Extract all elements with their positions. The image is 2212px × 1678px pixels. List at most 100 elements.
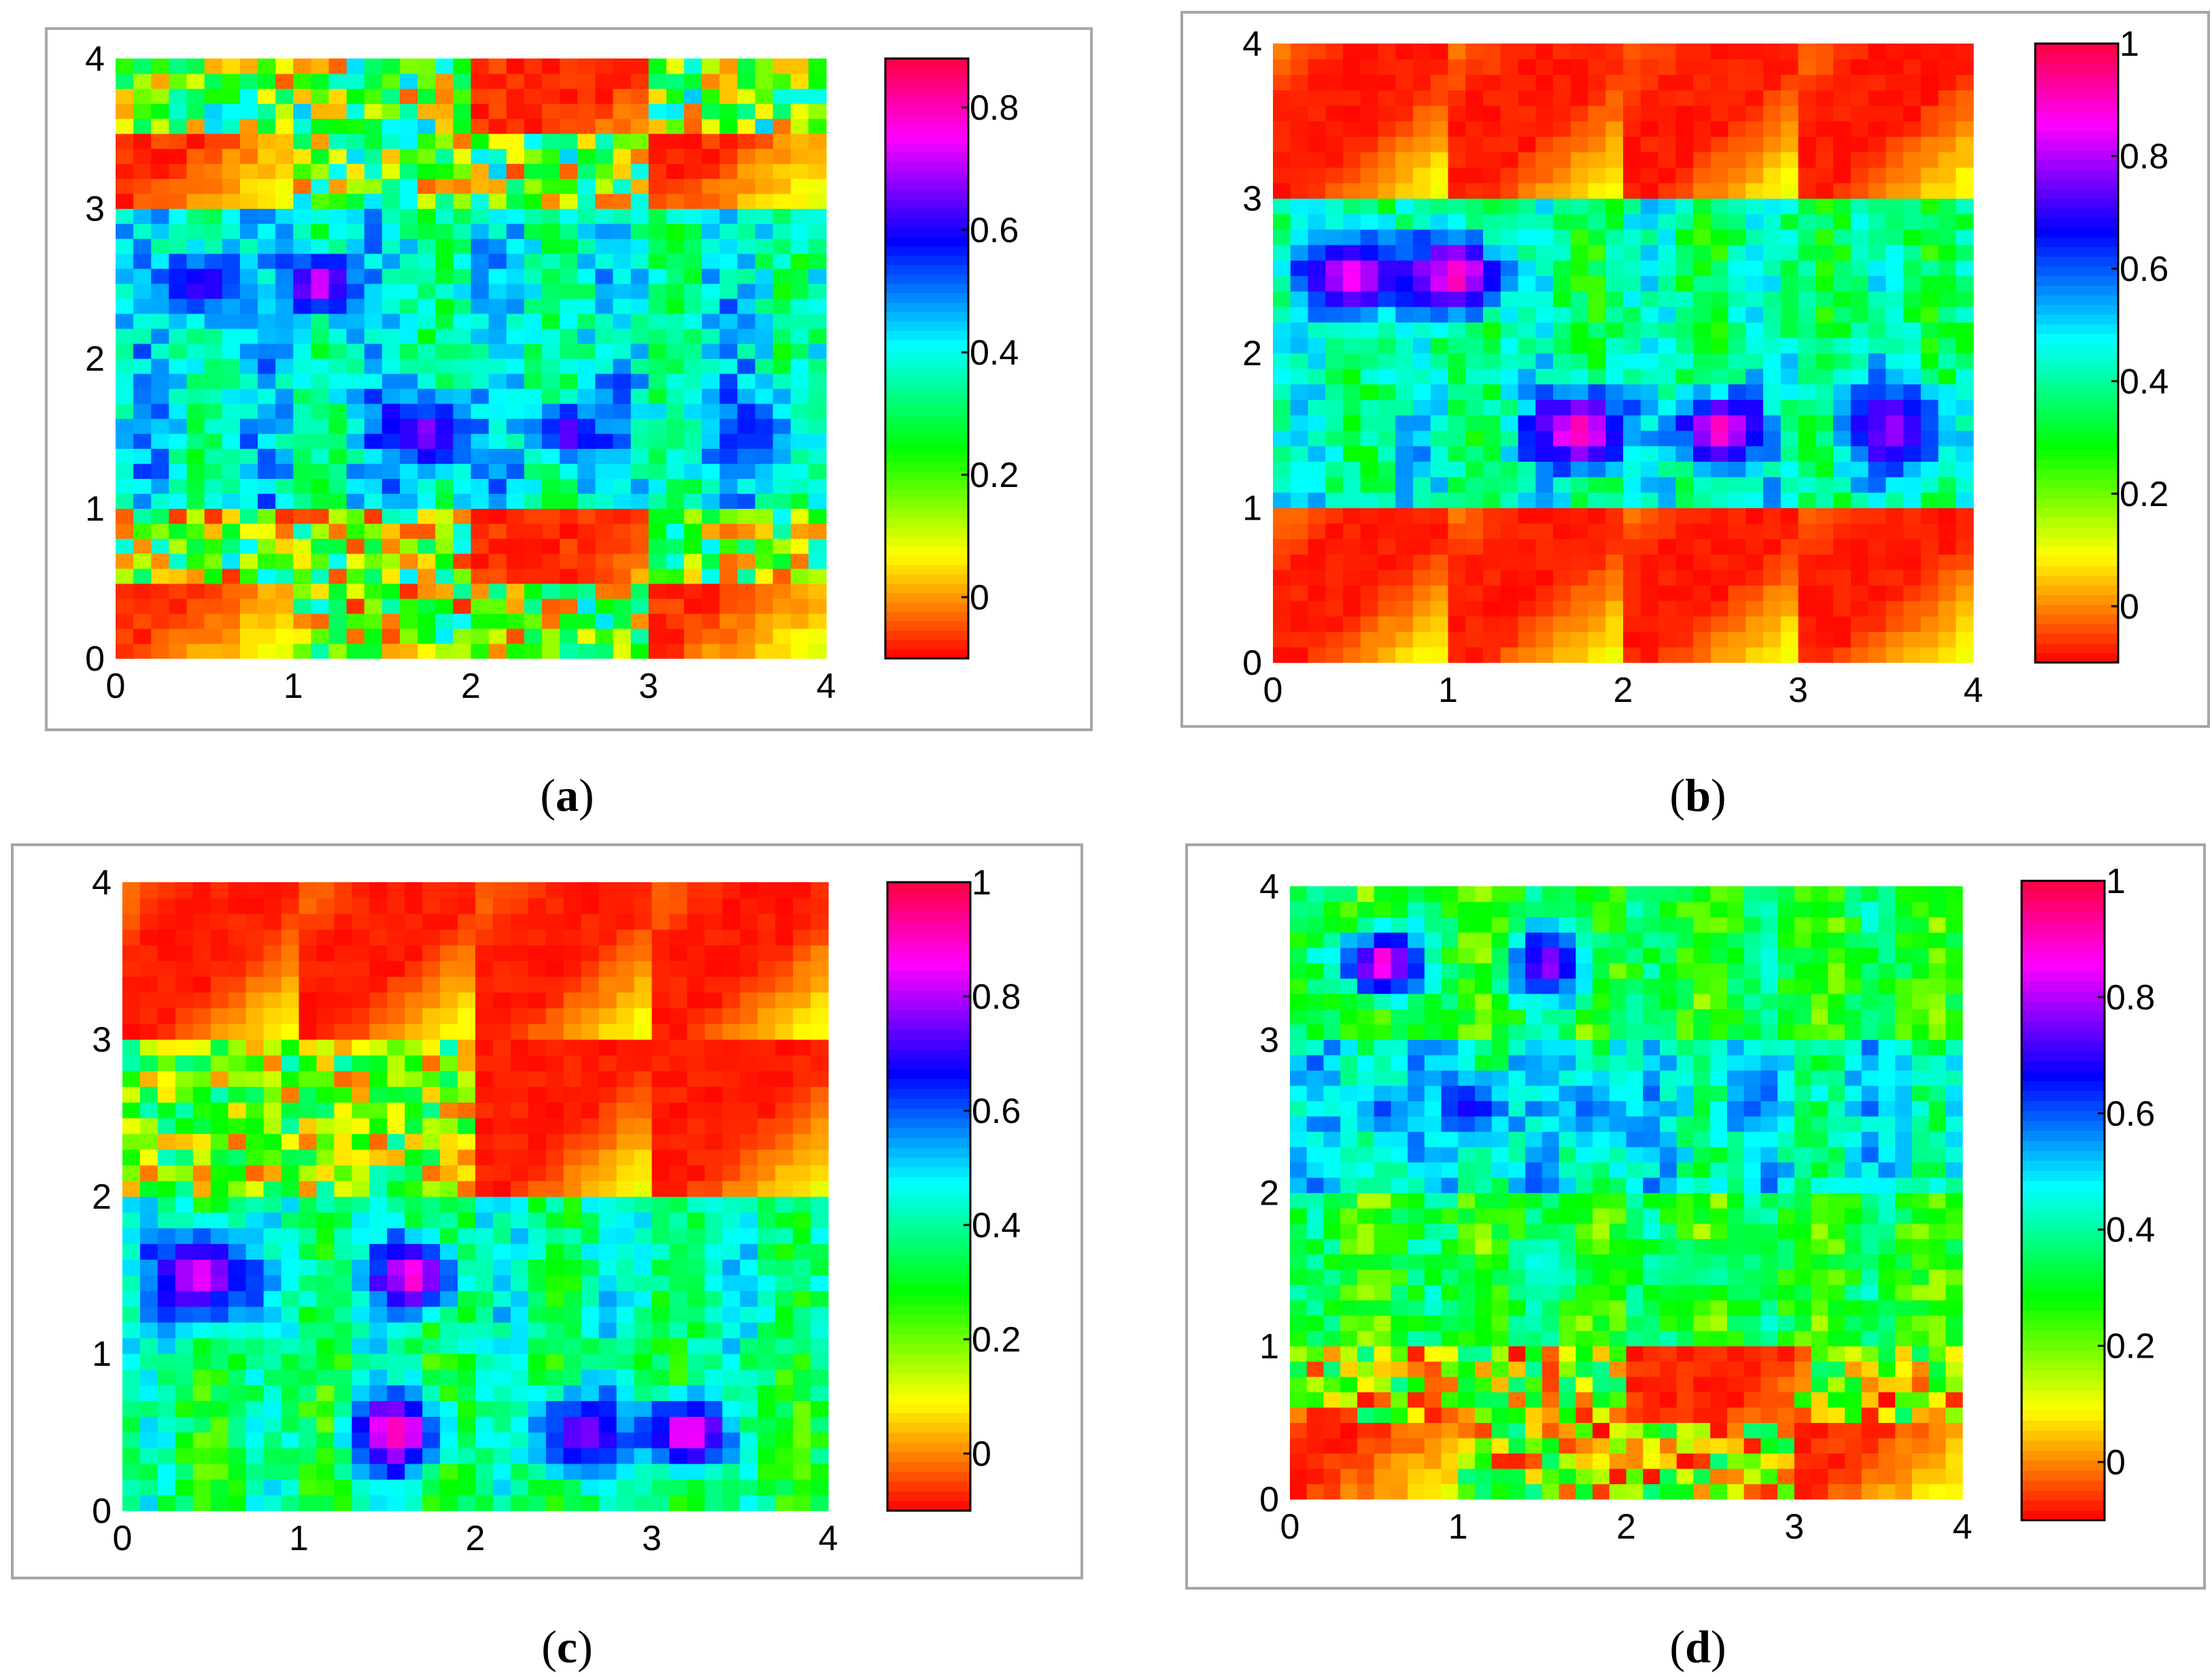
heatmap-cell bbox=[275, 373, 294, 389]
heatmap-cell bbox=[808, 628, 827, 644]
heatmap-cell bbox=[133, 448, 152, 464]
heatmap-cell bbox=[755, 508, 774, 524]
heatmap-cell bbox=[560, 403, 578, 419]
heatmap-cell bbox=[435, 508, 454, 524]
heatmap-cell bbox=[772, 403, 792, 419]
heatmap-cell bbox=[666, 523, 685, 539]
heatmap-cell bbox=[435, 523, 454, 539]
heatmap-cell bbox=[239, 553, 258, 569]
heatmap-cell bbox=[772, 463, 792, 479]
heatmap-cell bbox=[222, 523, 241, 539]
heatmap-cell bbox=[471, 538, 490, 554]
heatmap-cell bbox=[488, 568, 507, 584]
heatmap-cell bbox=[595, 418, 614, 434]
heatmap-cell bbox=[737, 463, 756, 479]
heatmap-cell bbox=[488, 598, 507, 614]
heatmap-cell bbox=[275, 583, 294, 599]
heatmap-cell bbox=[311, 493, 330, 509]
heatmap-cell bbox=[755, 403, 774, 419]
heatmap-cell bbox=[542, 373, 560, 389]
heatmap-cell bbox=[506, 613, 525, 629]
heatmap-cell bbox=[222, 463, 241, 479]
heatmap-cell bbox=[381, 388, 401, 404]
heatmap-cell bbox=[239, 598, 258, 614]
heatmap-cell bbox=[524, 403, 543, 419]
heatmap-cell bbox=[133, 478, 152, 494]
heatmap-cell bbox=[311, 613, 330, 629]
heatmap-cell bbox=[755, 583, 774, 599]
heatmap-cell bbox=[169, 448, 188, 464]
heatmap-cell bbox=[418, 463, 436, 479]
heatmap-cell bbox=[169, 433, 188, 449]
heatmap-cell bbox=[151, 538, 169, 554]
heatmap-cell bbox=[116, 523, 134, 539]
heatmap-cell bbox=[116, 448, 134, 464]
heatmap-cell bbox=[275, 433, 294, 449]
heatmap-cell bbox=[772, 598, 792, 614]
heatmap-cell bbox=[151, 523, 169, 539]
heatmap-cell bbox=[275, 388, 294, 404]
heatmap-cell bbox=[630, 463, 649, 479]
heatmap-cell bbox=[381, 403, 401, 419]
heatmap-cell bbox=[755, 373, 774, 389]
heatmap-cell bbox=[613, 433, 632, 449]
heatmap-cell bbox=[116, 643, 134, 659]
heatmap-cell bbox=[542, 538, 560, 554]
heatmap-cell bbox=[151, 643, 169, 659]
heatmap-cell bbox=[453, 493, 472, 509]
heatmap-cell bbox=[595, 613, 614, 629]
heatmap-cell bbox=[275, 478, 294, 494]
heatmap-cell bbox=[346, 373, 365, 389]
heatmap-cell bbox=[222, 568, 241, 584]
heatmap-cell bbox=[186, 583, 205, 599]
heatmap-cell bbox=[595, 463, 614, 479]
heatmap-cell bbox=[239, 358, 258, 374]
heatmap-cell bbox=[400, 493, 418, 509]
heatmap-cell bbox=[737, 583, 756, 599]
heatmap-cell bbox=[204, 508, 223, 524]
heatmap-cell bbox=[275, 403, 294, 419]
heatmap-cell bbox=[133, 373, 152, 389]
heatmap-cell bbox=[418, 598, 436, 614]
heatmap-cell bbox=[293, 508, 311, 524]
heatmap-cell bbox=[204, 568, 223, 584]
heatmap-cell bbox=[755, 523, 774, 539]
heatmap-cell bbox=[275, 463, 294, 479]
heatmap-cell bbox=[293, 583, 311, 599]
heatmap-cell bbox=[364, 403, 383, 419]
heatmap-cell bbox=[222, 583, 241, 599]
heatmap-cell bbox=[293, 448, 311, 464]
heatmap-cell bbox=[524, 643, 543, 659]
heatmap-cell bbox=[293, 523, 311, 539]
heatmap-cell bbox=[666, 643, 685, 659]
heatmap-cell bbox=[311, 523, 330, 539]
heatmap-cell bbox=[400, 433, 418, 449]
heatmap-cell bbox=[613, 553, 632, 569]
heatmap-cell bbox=[169, 643, 188, 659]
heatmap-cell bbox=[311, 448, 330, 464]
heatmap-cell bbox=[133, 568, 152, 584]
heatmap-cell bbox=[186, 628, 205, 644]
heatmap-cell bbox=[613, 523, 632, 539]
heatmap-cell bbox=[542, 448, 560, 464]
heatmap-cell bbox=[258, 643, 276, 659]
heatmap-cell bbox=[133, 628, 152, 644]
heatmap-cell bbox=[666, 448, 685, 464]
heatmap-cell bbox=[666, 508, 685, 524]
heatmap-cell bbox=[488, 523, 507, 539]
heatmap-cell bbox=[453, 418, 472, 434]
heatmap-cell bbox=[328, 538, 347, 554]
heatmap-cell bbox=[151, 433, 169, 449]
heatmap-cell bbox=[275, 598, 294, 614]
heatmap-cell bbox=[364, 538, 383, 554]
heatmap-cell bbox=[808, 538, 827, 554]
heatmap-cell bbox=[719, 448, 738, 464]
heatmap-cell bbox=[648, 463, 667, 479]
heatmap-cell bbox=[524, 478, 543, 494]
heatmap-cell bbox=[239, 643, 258, 659]
heatmap-cell bbox=[258, 568, 276, 584]
heatmap-cell bbox=[808, 403, 827, 419]
heatmap-cell bbox=[346, 403, 365, 419]
heatmap-cell bbox=[186, 613, 205, 629]
heatmap-cell bbox=[186, 538, 205, 554]
